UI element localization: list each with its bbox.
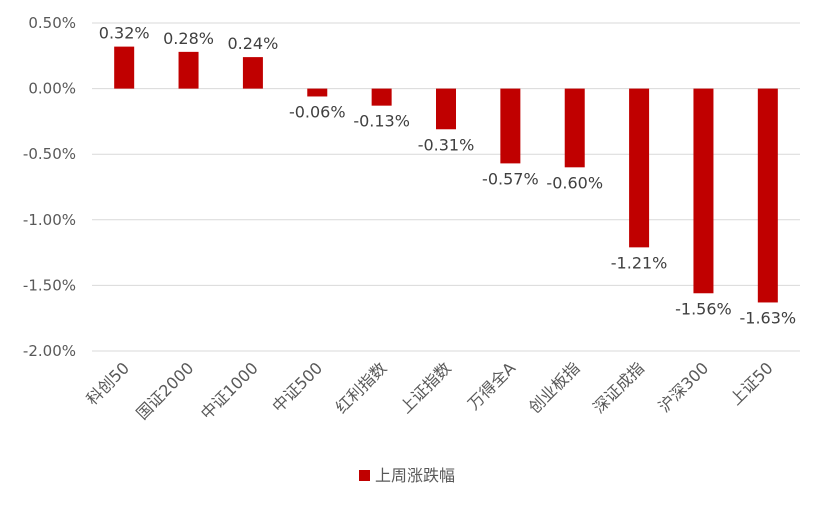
gridlines [92,22,800,352]
y-tick-label: 0.50% [28,14,76,32]
category-label: 上证指数 [396,358,455,417]
bar [564,88,585,168]
category-label: 沪深300 [655,358,713,416]
data-label: -0.31% [418,135,475,154]
data-label: 0.24% [227,34,278,53]
category-labels: 科创50 国证2000 中证1000 中证500 红利指数 上证指数 万得全A 创业板指 深证成… [83,358,777,423]
data-label: -0.13% [353,112,410,131]
bar [500,88,521,164]
data-label: -1.21% [611,253,668,272]
bar [693,88,714,294]
category-label: 国证2000 [133,358,198,423]
y-tick-label: -1.50% [23,276,76,294]
data-label: -0.06% [289,102,346,121]
data-label: 0.32% [99,24,150,43]
y-tick-label: 0.00% [28,80,76,98]
y-tick-label: -1.00% [23,211,76,229]
data-label: -1.63% [740,308,797,327]
y-tick-label: -0.50% [23,145,76,163]
category-label: 万得全A [464,358,519,413]
data-label: 0.28% [163,29,214,48]
legend-label: 上周涨跌幅 [375,466,455,485]
category-label: 红利指数 [332,358,391,417]
data-label: -1.56% [675,299,732,318]
bar [371,88,392,106]
category-label: 中证500 [268,358,326,416]
category-label: 深证成指 [589,358,648,417]
legend: 上周涨跌幅 [359,466,455,485]
category-label: 上证50 [726,358,776,408]
bar [757,88,778,303]
bar [114,46,135,89]
bar [178,51,199,89]
category-label: 创业板指 [525,358,584,417]
bars [114,46,778,303]
bar [242,57,263,89]
bar [436,88,456,130]
data-labels: 0.32% 0.28% 0.24%-0.06% -0.13%-0.31%-0.57% -… [99,24,796,328]
bar [629,88,650,248]
legend-swatch [359,470,370,481]
data-label: -0.57% [482,169,539,188]
category-label: 中证1000 [197,358,262,423]
y-tick-label: -2.00% [23,342,76,360]
y-axis-ticks: 0.50% 0.00% -0.50% -1.00% -1.50% -2.00% [23,14,76,360]
category-label: 科创50 [83,358,133,408]
bar [307,88,328,97]
data-label: -0.60% [546,173,603,192]
